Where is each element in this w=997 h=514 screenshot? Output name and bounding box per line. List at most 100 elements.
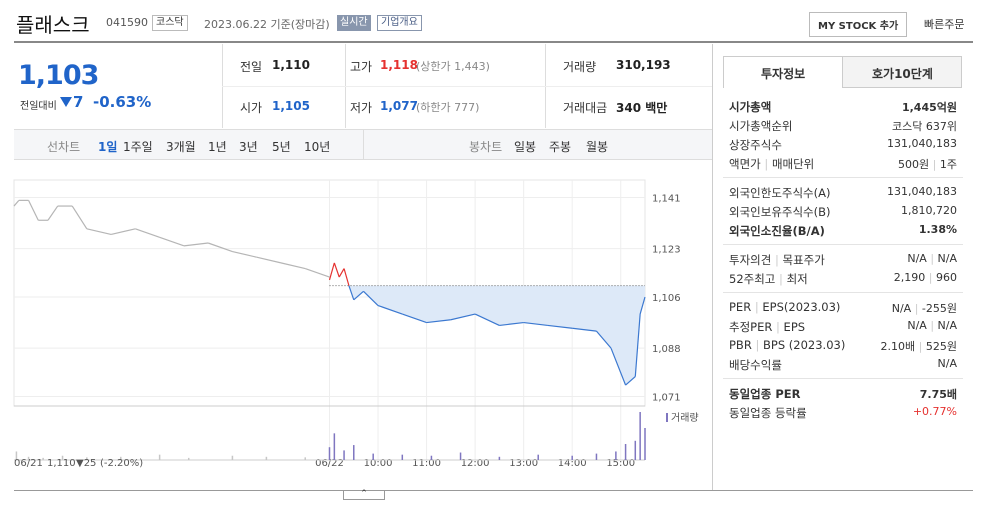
- separator: |: [771, 253, 783, 267]
- price-line: [28, 200, 39, 221]
- info-value-part: 7.75배: [919, 388, 957, 401]
- tab-group-label: 선차트: [47, 140, 81, 154]
- chart-tab[interactable]: 1년: [208, 140, 227, 154]
- chart-tab[interactable]: 10년: [304, 140, 331, 154]
- price-line: [207, 242, 233, 253]
- info-label-part: 목표주가: [782, 253, 825, 267]
- info-label: 시가총액: [729, 99, 771, 115]
- market-badge: 코스닥: [152, 15, 188, 31]
- volume-bar: [27, 456, 30, 460]
- side-tab[interactable]: 호가10단계: [872, 67, 933, 81]
- chart-tab[interactable]: 일봉: [514, 140, 537, 154]
- price-line: [338, 268, 345, 278]
- price-line: [639, 296, 646, 315]
- collapse-button[interactable]: ⌃: [343, 490, 385, 500]
- info-value: 2.10배 | 525원: [881, 338, 957, 354]
- volume-bar: [615, 451, 617, 460]
- volume-bar: [187, 457, 190, 460]
- info-label-part: EPS(2023.03): [762, 300, 841, 314]
- summary-label: 거래대금: [563, 101, 608, 115]
- info-value-part: 1,445억원: [901, 101, 957, 114]
- price-line: [305, 268, 330, 278]
- chart-tab[interactable]: 1일: [98, 140, 118, 154]
- summary-label: 고가: [350, 60, 373, 74]
- x-tick-label: 11:00: [412, 458, 441, 469]
- info-value-part: 960: [936, 271, 957, 284]
- date: 2023.06.22 기준(장마감): [204, 18, 330, 31]
- info-value: 131,040,183: [887, 137, 957, 150]
- price-line: [159, 236, 185, 247]
- volume-bar: [498, 456, 501, 460]
- info-value: N/A: [938, 357, 957, 370]
- volume-bar: [430, 455, 433, 460]
- info-value: 500원 | 1주: [898, 156, 957, 172]
- summary-value: 1,118: [380, 58, 418, 72]
- volume-bar: [343, 450, 345, 460]
- info-value-part: 2.10배: [880, 340, 916, 353]
- volume-bar: [120, 456, 122, 460]
- volume-bar: [353, 445, 355, 460]
- volume-bar: [333, 433, 336, 460]
- volume-bar: [15, 451, 18, 460]
- info-label-part: 동일업종 등락률: [729, 406, 807, 420]
- separator: |: [751, 338, 764, 352]
- volume-bar: [639, 412, 641, 460]
- chart-tab[interactable]: 1주일: [123, 140, 153, 154]
- chart-tab[interactable]: 월봉: [586, 140, 609, 154]
- info-label: PBR | BPS (2023.03): [729, 338, 845, 352]
- current-price: 1,103: [18, 60, 99, 91]
- price-line: [47, 205, 59, 221]
- info-value-part: 525원: [925, 340, 957, 353]
- chart-tab[interactable]: 3년: [239, 140, 258, 154]
- x-tick-label: 06/22: [315, 458, 344, 469]
- info-value-part: 2,190: [893, 271, 926, 284]
- info-value: N/A | N/A: [907, 252, 957, 265]
- mystock-button[interactable]: MY STOCK 추가: [809, 12, 908, 37]
- chart-tab[interactable]: 주봉: [549, 140, 572, 154]
- price-line: [572, 327, 597, 332]
- prev-close-label: 1,110: [47, 458, 76, 469]
- volume-bar: [42, 457, 44, 460]
- chart-tab[interactable]: 3개월: [166, 140, 196, 154]
- volume-bar: [328, 447, 331, 460]
- info-label-part: PER: [729, 300, 752, 314]
- price-limit: (하한가 777): [416, 101, 480, 114]
- price-line: [86, 228, 112, 236]
- info-value-part: N/A: [907, 252, 927, 265]
- overview-button[interactable]: 기업개요: [377, 15, 422, 31]
- price-line: [625, 376, 636, 386]
- price-line: [256, 256, 282, 264]
- info-label: 동일업종 PER: [729, 386, 800, 402]
- info-label-part: EPS: [783, 320, 806, 334]
- separator: |: [911, 302, 922, 315]
- price-line: [610, 347, 627, 386]
- quick-order[interactable]: 빠른주문: [924, 18, 965, 31]
- info-value: 1,445억원: [902, 99, 957, 115]
- chart-tab[interactable]: 5년: [272, 140, 291, 154]
- summary-value: 1,105: [272, 99, 310, 113]
- info-value-part: 500원: [898, 158, 930, 171]
- info-value: 131,040,183: [887, 185, 957, 198]
- separator: |: [760, 157, 772, 171]
- info-value: 2,190 | 960: [894, 271, 957, 284]
- info-label: 외국인한도주식수(A): [729, 185, 830, 201]
- realtime-button[interactable]: 실시간: [337, 15, 371, 31]
- legend-label: 거래량: [671, 412, 699, 424]
- divider: [14, 41, 973, 43]
- change-arrow: [60, 97, 72, 107]
- price-line: [343, 268, 350, 286]
- info-value-part: +0.77%: [912, 405, 957, 418]
- separator: |: [751, 300, 763, 314]
- info-label-part: 외국인보유주식수(B): [729, 205, 831, 219]
- prev-change: ▼25: [76, 458, 96, 469]
- side-tab[interactable]: 투자정보: [761, 67, 806, 81]
- divider: [363, 130, 364, 159]
- info-label-part: 추정PER: [729, 320, 773, 334]
- summary-value: 1,110: [272, 58, 310, 72]
- separator: |: [926, 319, 938, 332]
- separator: |: [929, 158, 940, 171]
- price-line: [13, 199, 20, 207]
- info-value: N/A | N/A: [907, 319, 957, 332]
- info-label: 투자의견 | 목표주가: [729, 252, 825, 268]
